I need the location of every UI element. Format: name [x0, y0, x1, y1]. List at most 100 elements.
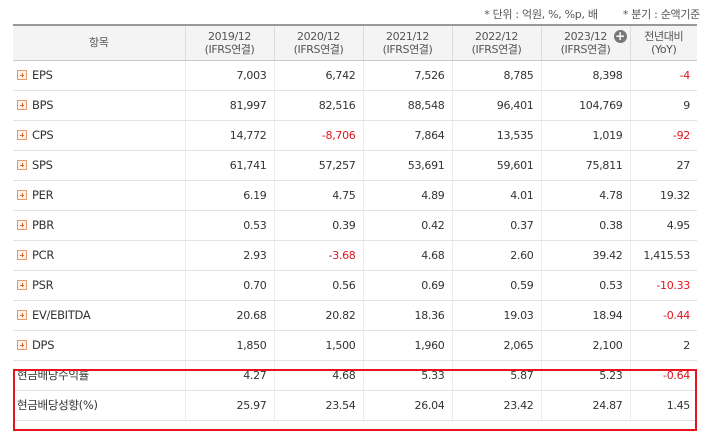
yoy-value-cell: 1.45: [629, 390, 697, 421]
value-cell: 25.97: [184, 390, 274, 421]
value-cell: 8,398: [540, 60, 630, 91]
row-label-cell[interactable]: PER: [13, 180, 185, 211]
value-cell: 0.37: [451, 210, 541, 241]
expand-plus-icon[interactable]: [17, 160, 27, 170]
table-row: SPS 61,741 57,257 53,691 59,601 75,811 27: [13, 150, 697, 181]
value-cell: 13,535: [451, 120, 541, 151]
row-label: 현금배당성향(%): [17, 398, 98, 412]
financial-ratio-table: 항목 2019/12 (IFRS연결) 2020/12 (IFRS연결) 2021/…: [13, 24, 697, 421]
value-cell: 7,864: [362, 120, 452, 151]
yoy-value-cell: 4.95: [629, 210, 697, 241]
value-cell: 88,548: [362, 90, 452, 121]
expand-plus-icon[interactable]: [17, 220, 27, 230]
expand-plus-icon[interactable]: [17, 190, 27, 200]
row-label-cell: 현금배당성향(%): [13, 390, 185, 421]
row-label-cell[interactable]: CPS: [13, 120, 185, 151]
header-year-2019: 2019/12 (IFRS연결): [184, 24, 274, 61]
value-cell: 6,742: [273, 60, 363, 91]
table-notes: * 단위 : 억원, %, %p, 배 * 분기 : 순액기준: [462, 6, 700, 22]
row-label: SPS: [32, 158, 53, 172]
table-row: EPS 7,003 6,742 7,526 8,785 8,398 -4: [13, 60, 697, 91]
row-label: PER: [32, 188, 54, 202]
unit-note: * 단위 : 억원, %, %p, 배: [484, 8, 598, 21]
expand-plus-icon[interactable]: [17, 70, 27, 80]
value-cell: 0.38: [540, 210, 630, 241]
value-cell: 18.36: [362, 300, 452, 331]
value-cell: 59,601: [451, 150, 541, 181]
row-label-cell[interactable]: BPS: [13, 90, 185, 121]
yoy-value-cell: -0.44: [629, 300, 697, 331]
header-year-2023: 2023/12 (IFRS연결) +: [540, 24, 630, 61]
row-label-cell[interactable]: DPS: [13, 330, 185, 361]
expand-plus-icon[interactable]: [17, 280, 27, 290]
value-cell: 0.70: [184, 270, 274, 301]
value-cell: 2.60: [451, 240, 541, 271]
row-label-cell[interactable]: EPS: [13, 60, 185, 91]
table-row: PCR 2.93 -3.68 4.68 2.60 39.42 1,415.53: [13, 240, 697, 271]
row-label: EPS: [32, 68, 53, 82]
value-cell: 0.39: [273, 210, 363, 241]
row-label-cell[interactable]: PSR: [13, 270, 185, 301]
value-cell: 1,960: [362, 330, 452, 361]
header-item: 항목: [13, 24, 185, 61]
row-label-cell: 현금배당수익률: [13, 360, 185, 391]
row-label-cell[interactable]: PCR: [13, 240, 185, 271]
table-row: BPS 81,997 82,516 88,548 96,401 104,769 9: [13, 90, 697, 121]
value-cell: 1,850: [184, 330, 274, 361]
expand-plus-icon[interactable]: [17, 340, 27, 350]
row-label: 현금배당수익률: [17, 368, 89, 382]
header-year-2022: 2022/12 (IFRS연결): [451, 24, 541, 61]
row-label-cell[interactable]: EV/EBITDA: [13, 300, 185, 331]
value-cell: 75,811: [540, 150, 630, 181]
row-label-cell[interactable]: PBR: [13, 210, 185, 241]
yoy-value-cell: -4: [629, 60, 697, 91]
value-cell: 8,785: [451, 60, 541, 91]
table-row: DPS 1,850 1,500 1,960 2,065 2,100 2: [13, 330, 697, 361]
value-cell: 0.69: [362, 270, 452, 301]
value-cell: 53,691: [362, 150, 452, 181]
value-cell: 0.53: [540, 270, 630, 301]
value-cell: 5.23: [540, 360, 630, 391]
row-label: BPS: [32, 98, 54, 112]
expand-plus-icon[interactable]: [17, 310, 27, 320]
value-cell: 5.33: [362, 360, 452, 391]
value-cell: 1,019: [540, 120, 630, 151]
value-cell: 39.42: [540, 240, 630, 271]
yoy-value-cell: 9: [629, 90, 697, 121]
value-cell: 4.75: [273, 180, 363, 211]
value-cell: 6.19: [184, 180, 274, 211]
header-year-2020: 2020/12 (IFRS연결): [273, 24, 363, 61]
value-cell: 1,500: [273, 330, 363, 361]
expand-plus-icon[interactable]: [17, 100, 27, 110]
yoy-value-cell: 19.32: [629, 180, 697, 211]
table-row: PBR 0.53 0.39 0.42 0.37 0.38 4.95: [13, 210, 697, 241]
value-cell: 5.87: [451, 360, 541, 391]
row-label-cell[interactable]: SPS: [13, 150, 185, 181]
row-label: PSR: [32, 278, 54, 292]
table-row: CPS 14,772 -8,706 7,864 13,535 1,019 -92: [13, 120, 697, 151]
value-cell: 4.89: [362, 180, 452, 211]
value-cell: -3.68: [273, 240, 363, 271]
value-cell: 23.54: [273, 390, 363, 421]
value-cell: 20.68: [184, 300, 274, 331]
row-label: EV/EBITDA: [32, 308, 91, 322]
value-cell: 81,997: [184, 90, 274, 121]
value-cell: 7,003: [184, 60, 274, 91]
value-cell: 14,772: [184, 120, 274, 151]
expand-plus-icon[interactable]: [17, 130, 27, 140]
value-cell: 4.01: [451, 180, 541, 211]
value-cell: 4.68: [362, 240, 452, 271]
circle-plus-icon[interactable]: +: [613, 29, 627, 43]
value-cell: 4.68: [273, 360, 363, 391]
value-cell: 7,526: [362, 60, 452, 91]
table-row: EV/EBITDA 20.68 20.82 18.36 19.03 18.94 -0.44: [13, 300, 697, 331]
value-cell: 26.04: [362, 390, 452, 421]
row-label: PBR: [32, 218, 54, 232]
value-cell: 0.56: [273, 270, 363, 301]
value-cell: 19.03: [451, 300, 541, 331]
table-header-row: 항목 2019/12 (IFRS연결) 2020/12 (IFRS연결) 2021/…: [13, 24, 697, 61]
value-cell: 23.42: [451, 390, 541, 421]
yoy-value-cell: -92: [629, 120, 697, 151]
value-cell: 0.53: [184, 210, 274, 241]
expand-plus-icon[interactable]: [17, 250, 27, 260]
